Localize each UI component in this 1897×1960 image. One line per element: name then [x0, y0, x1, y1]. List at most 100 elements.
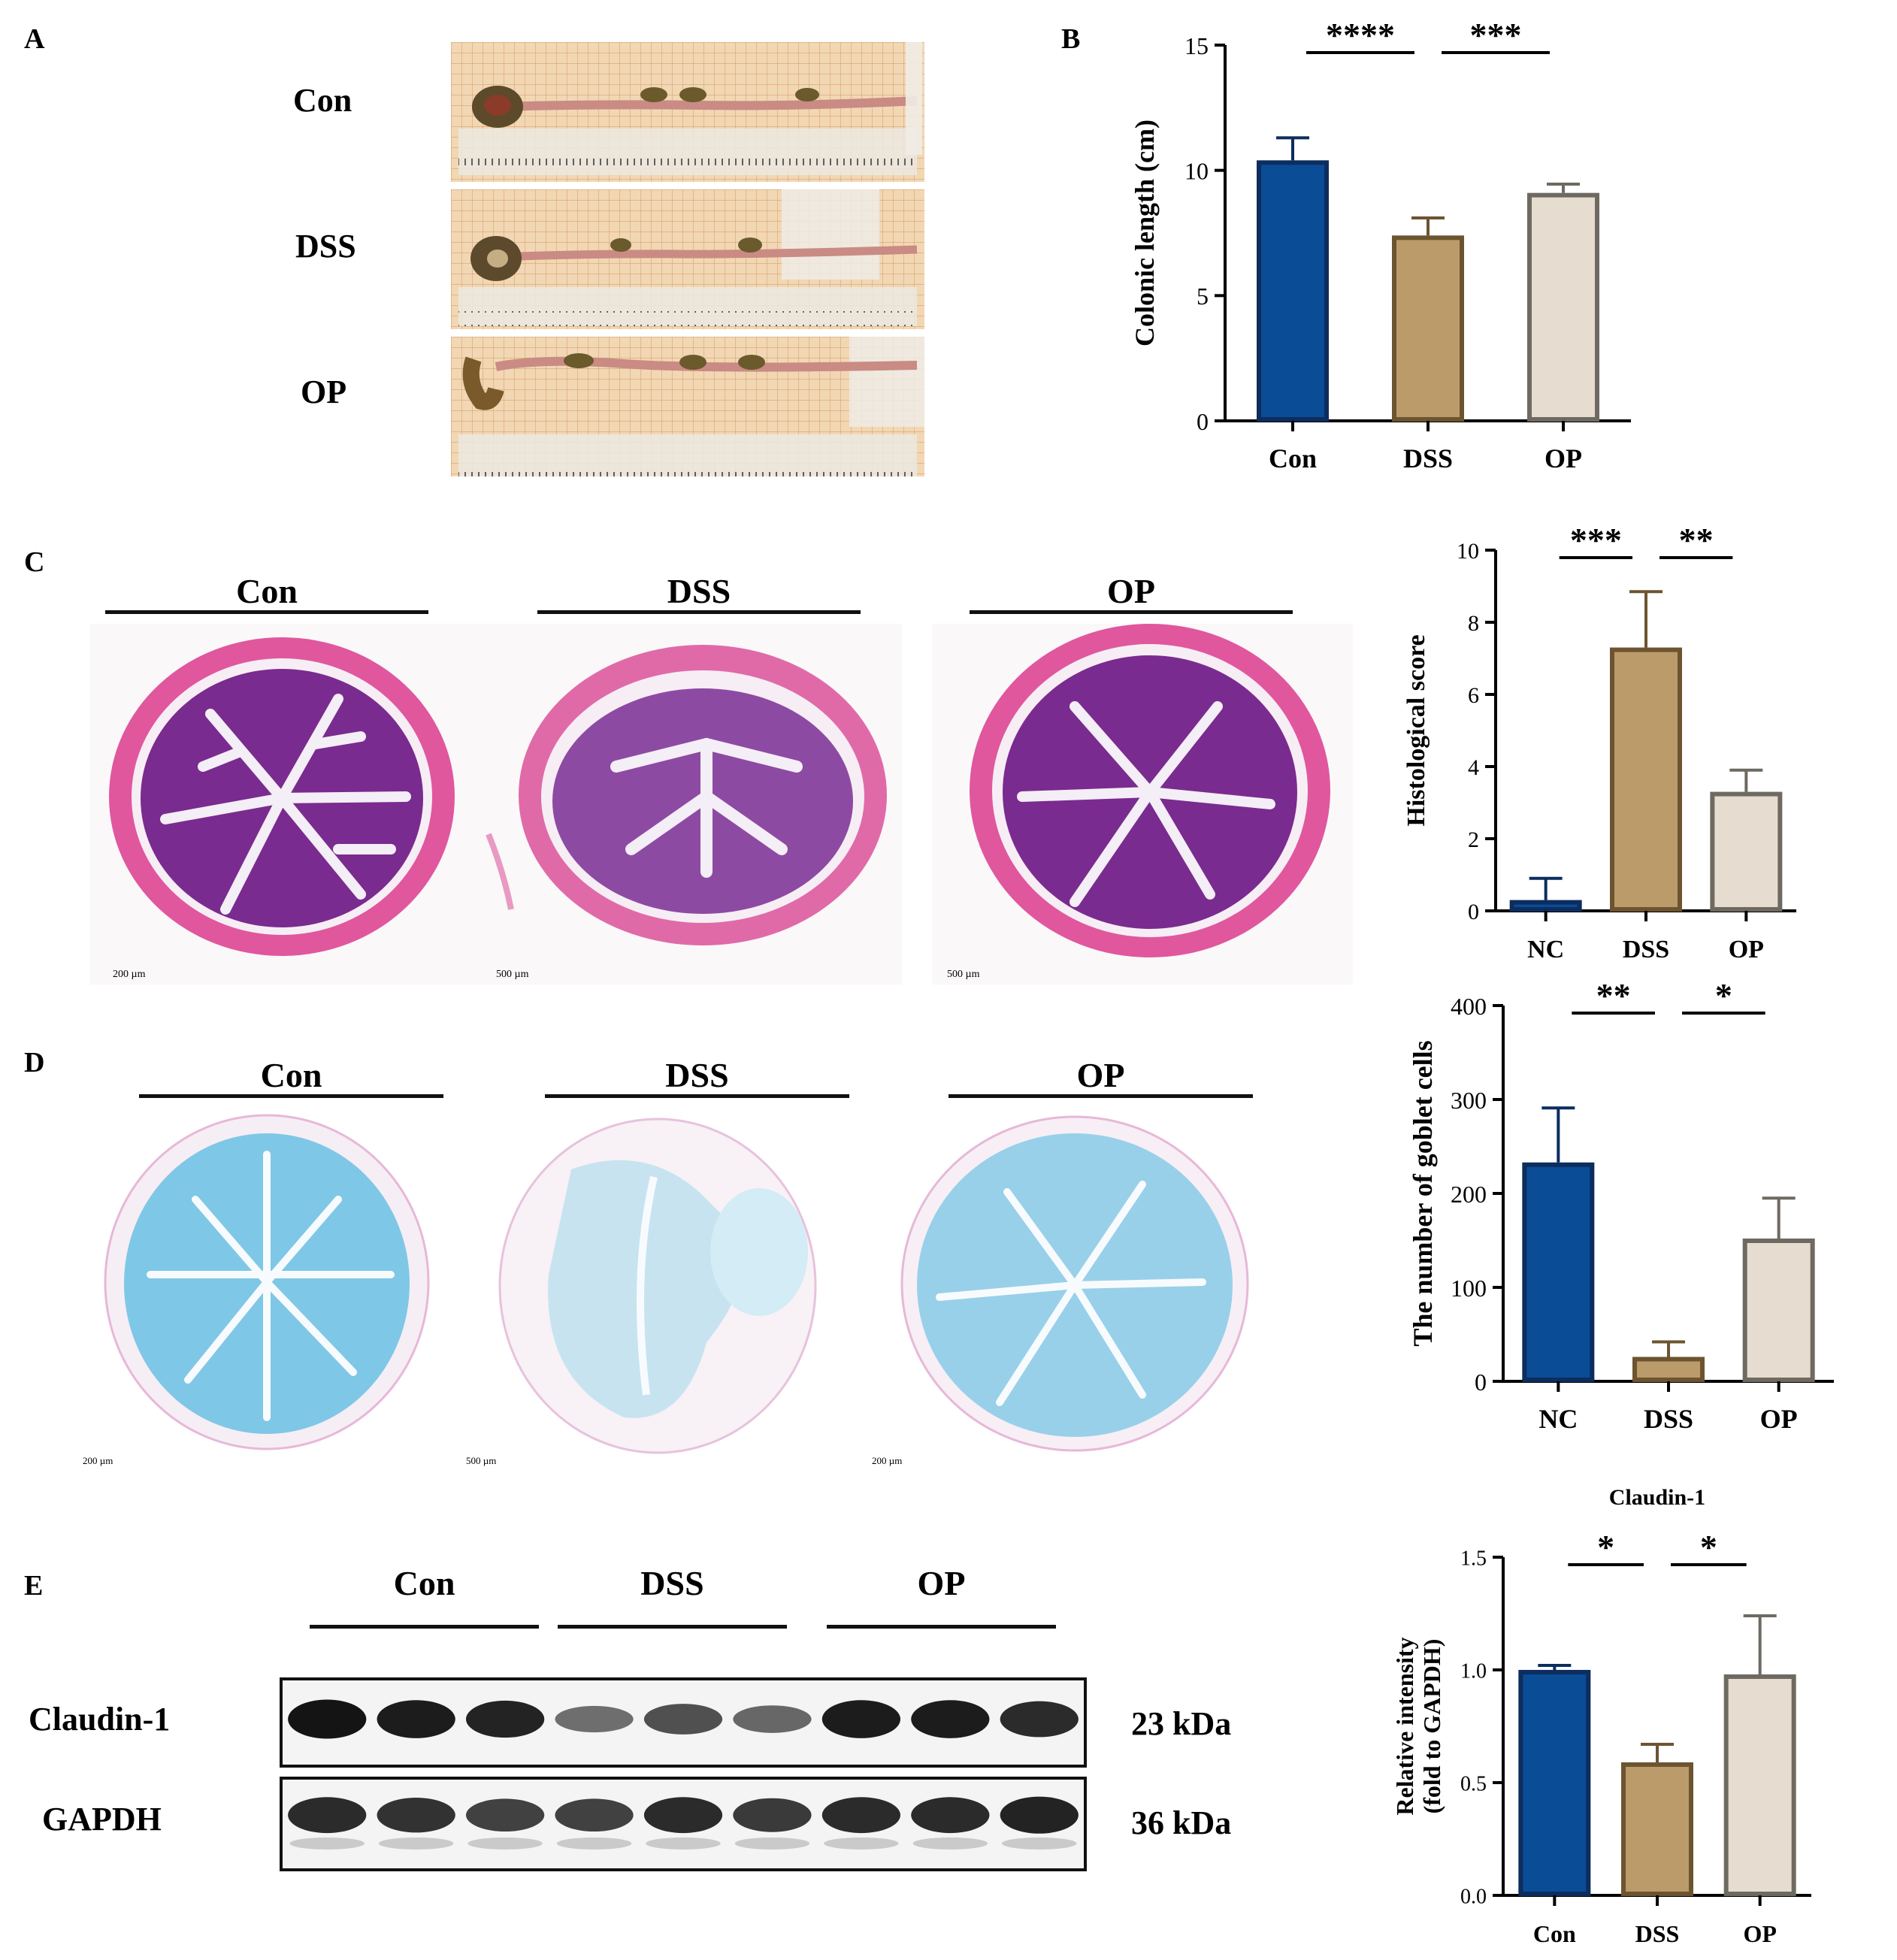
- x-tick-label: NC: [1527, 936, 1564, 963]
- y-tick-label: 1.0: [1460, 1660, 1487, 1683]
- wb-band-secondary: [556, 1837, 632, 1850]
- y-tick-label: 6: [1468, 683, 1479, 708]
- x-tick-label: DSS: [1403, 443, 1453, 473]
- he-scale-op: 500 µm: [947, 969, 980, 980]
- bar-nc: [1522, 1162, 1595, 1382]
- wb-header-line-dss: [558, 1625, 787, 1629]
- y-axis-label: Colonic length (cm): [1130, 119, 1160, 346]
- ab-scale-op: 200 µm: [872, 1455, 902, 1466]
- wb-row-label-claudin: Claudin-1: [29, 1701, 171, 1738]
- y-tick-label: 0.0: [1460, 1886, 1487, 1909]
- y-tick-label: 1.5: [1460, 1547, 1487, 1571]
- x-tick-label: OP: [1760, 1404, 1798, 1434]
- wb-blot-claudin: [280, 1677, 1087, 1768]
- y-tick-label: 2: [1468, 827, 1479, 852]
- colon-photo-strip: [451, 42, 924, 476]
- claudin-intensity-chart: Claudin-1 0.0 0.5 1.0 1.5 Relative intensity(…: [1391, 1485, 1811, 1947]
- significance-label: *: [1597, 1528, 1614, 1566]
- x-tick-label: DSS: [1623, 936, 1669, 963]
- y-tick-label: 10: [1184, 158, 1209, 185]
- y-axis-label: Relative intensity: [1391, 1637, 1418, 1815]
- wb-header-dss: DSS: [640, 1564, 704, 1602]
- y-tick-label: 0: [1197, 408, 1209, 435]
- y-tick-label: 0: [1468, 900, 1479, 924]
- colon-photo-label-dss: DSS: [295, 228, 356, 265]
- colon-photo-con: [451, 42, 924, 182]
- y-tick-label: 200: [1451, 1181, 1487, 1208]
- colon-photo-dss: [451, 189, 924, 329]
- chart-title: Claudin-1: [1609, 1485, 1705, 1510]
- wb-header-line-op: [827, 1625, 1056, 1629]
- bar-op: [1742, 1239, 1815, 1382]
- wb-band: [911, 1797, 990, 1834]
- x-tick-label: Con: [1533, 1920, 1576, 1947]
- wb-header-op: OP: [917, 1564, 966, 1602]
- wb-band: [1000, 1701, 1079, 1738]
- significance-label: **: [1596, 976, 1631, 1015]
- significance-label: *: [1700, 1528, 1717, 1566]
- bar-op: [1710, 791, 1783, 912]
- wb-band-secondary: [646, 1837, 721, 1850]
- he-header-op: OP: [1107, 572, 1155, 610]
- y-axis-label-2: (fold to GAPDH): [1418, 1639, 1445, 1814]
- he-section-op: 500 µm: [932, 624, 1353, 985]
- significance-label: ***: [1570, 521, 1622, 559]
- ab-section-con: 200 µm: [75, 1109, 436, 1470]
- he-scale-con: 200 µm: [113, 969, 146, 980]
- wb-band: [465, 1798, 545, 1831]
- wb-band: [643, 1797, 723, 1834]
- wb-band: [288, 1797, 367, 1834]
- wb-band: [377, 1700, 455, 1738]
- bar-op: [1723, 1674, 1796, 1896]
- wb-band-secondary: [378, 1837, 454, 1850]
- y-tick-label: 300: [1451, 1087, 1487, 1114]
- x-tick-label: OP: [1729, 936, 1764, 963]
- panel-label-c: C: [24, 546, 45, 578]
- he-section-con: 200 µm: [90, 624, 481, 985]
- wb-band-secondary: [289, 1837, 365, 1850]
- bar-con: [1257, 160, 1329, 422]
- wb-band: [465, 1700, 545, 1738]
- he-scale-dss: 500 µm: [496, 969, 529, 980]
- wb-band: [555, 1798, 634, 1831]
- y-tick-label: 0.5: [1460, 1773, 1487, 1796]
- ab-header-op: OP: [1076, 1056, 1125, 1094]
- panel-label-b: B: [1061, 23, 1081, 55]
- x-tick-label: NC: [1538, 1404, 1578, 1434]
- y-tick-label: 400: [1451, 993, 1487, 1020]
- goblet-cell-chart: 0 100 200 300 400 The number of goblet cells N…: [1408, 976, 1834, 1434]
- y-tick-label: 10: [1457, 539, 1479, 564]
- colon-photo-label-con: Con: [293, 82, 352, 119]
- bar-dss: [1632, 1357, 1705, 1382]
- wb-band-secondary: [824, 1837, 899, 1850]
- bar-dss: [1392, 235, 1464, 422]
- ab-section-dss: 500 µm: [458, 1109, 834, 1470]
- colon-photo-label-op: OP: [301, 374, 347, 410]
- bar-op: [1527, 192, 1599, 422]
- panel-label-d: D: [24, 1047, 45, 1078]
- ab-header-line-dss: [545, 1094, 849, 1098]
- bar-nc: [1509, 900, 1582, 912]
- wb-band: [643, 1704, 723, 1735]
- x-tick-label: Con: [1269, 443, 1317, 473]
- wb-band-secondary: [912, 1837, 988, 1850]
- he-header-line-op: [970, 610, 1293, 614]
- wb-band: [733, 1798, 812, 1832]
- significance-label: ****: [1326, 16, 1395, 54]
- y-tick-label: 15: [1184, 32, 1209, 59]
- ab-header-con: Con: [260, 1056, 322, 1094]
- significance-label: *: [1715, 976, 1732, 1015]
- ab-header-line-op: [948, 1094, 1253, 1098]
- wb-header-line-con: [310, 1625, 539, 1629]
- bar-dss: [1610, 647, 1682, 912]
- ab-scale-con: 200 µm: [83, 1455, 113, 1466]
- panel-label-e: E: [24, 1570, 44, 1602]
- wb-band: [821, 1700, 901, 1738]
- significance-label: ***: [1470, 16, 1522, 54]
- y-tick-label: 0: [1475, 1369, 1487, 1396]
- wb-size-gapdh: 36 kDa: [1131, 1804, 1232, 1841]
- wb-band-secondary: [1002, 1837, 1077, 1850]
- wb-band: [733, 1705, 812, 1733]
